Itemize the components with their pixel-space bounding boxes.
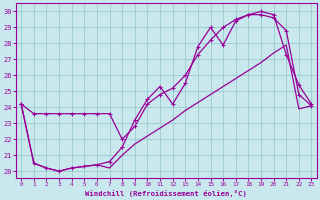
- X-axis label: Windchill (Refroidissement éolien,°C): Windchill (Refroidissement éolien,°C): [85, 190, 247, 197]
